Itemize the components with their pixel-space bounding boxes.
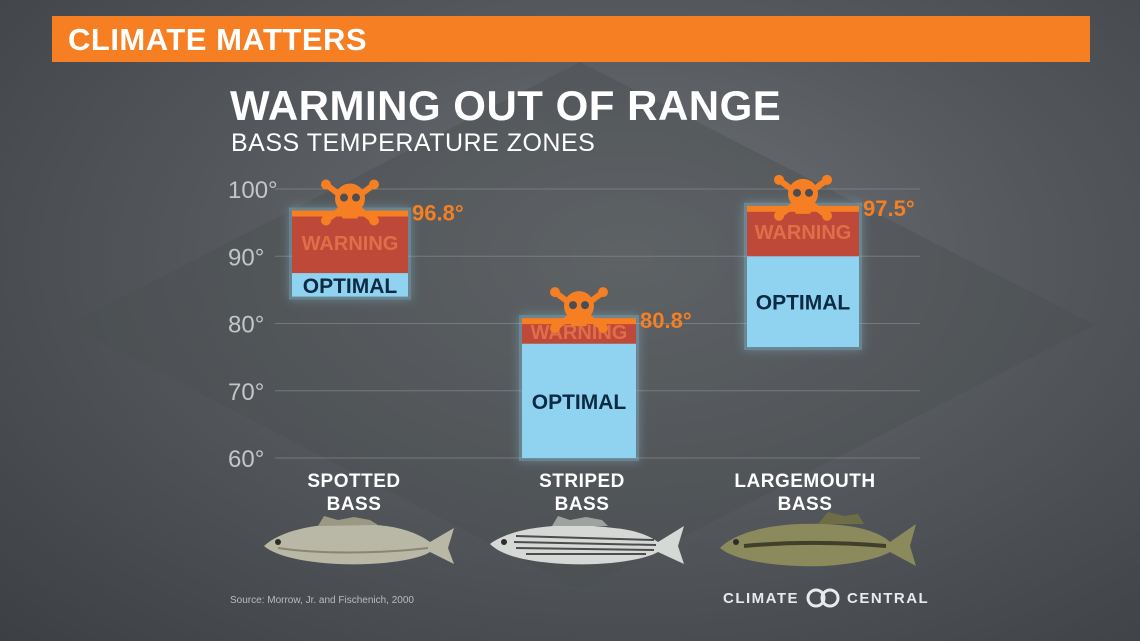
y-tick-label: 100° [228, 177, 278, 204]
max-temp-label: 97.5° [863, 196, 915, 221]
source-note: Source: Morrow, Jr. and Fischenich, 2000 [230, 595, 414, 606]
chart-title: WARMING OUT OF RANGE [230, 82, 782, 129]
bar-warning [292, 210, 408, 274]
max-temp-label: 96.8° [412, 201, 464, 226]
brand-right: CENTRAL [847, 589, 930, 607]
y-tick-label: 90° [228, 244, 264, 271]
skull-icon [321, 179, 379, 226]
climate-central-logo: CLIMATE CENTRAL [723, 588, 929, 608]
striped-bass-fish-icon [490, 516, 684, 565]
y-tick-label: 80° [228, 312, 264, 339]
bar-optimal [522, 343, 636, 458]
species-label-largemouth: LARGEMOUTH BASS [734, 471, 876, 515]
y-tick-label: 60° [228, 446, 264, 473]
spotted-bass-fish-icon [264, 516, 454, 565]
species-label-spotted: SPOTTED BASS [307, 471, 401, 515]
skull-icon [550, 287, 608, 334]
bar-warning [747, 205, 859, 257]
banner: CLIMATE MATTERS [52, 16, 1090, 62]
chart-subtitle: BASS TEMPERATURE ZONES [231, 129, 596, 157]
largemouth-bass-fish-icon [720, 512, 916, 567]
bar-optimal [747, 256, 859, 348]
y-tick-label: 70° [228, 379, 264, 406]
bar-warning-label: WARNING [755, 222, 852, 244]
skull-icon [774, 174, 832, 221]
rings-icon [806, 588, 840, 608]
bar-optimal-label: OPTIMAL [756, 292, 851, 315]
max-temp-label: 80.8° [640, 308, 692, 333]
bar-warning-label: WARNING [302, 233, 399, 255]
brand-left: CLIMATE [723, 589, 800, 607]
bar-optimal-label: OPTIMAL [303, 275, 398, 298]
bar-optimal-label: OPTIMAL [532, 391, 627, 414]
bar-optimal [292, 273, 408, 297]
species-label-striped: STRIPED BASS [539, 471, 625, 515]
banner-title: CLIMATE MATTERS [68, 22, 368, 57]
